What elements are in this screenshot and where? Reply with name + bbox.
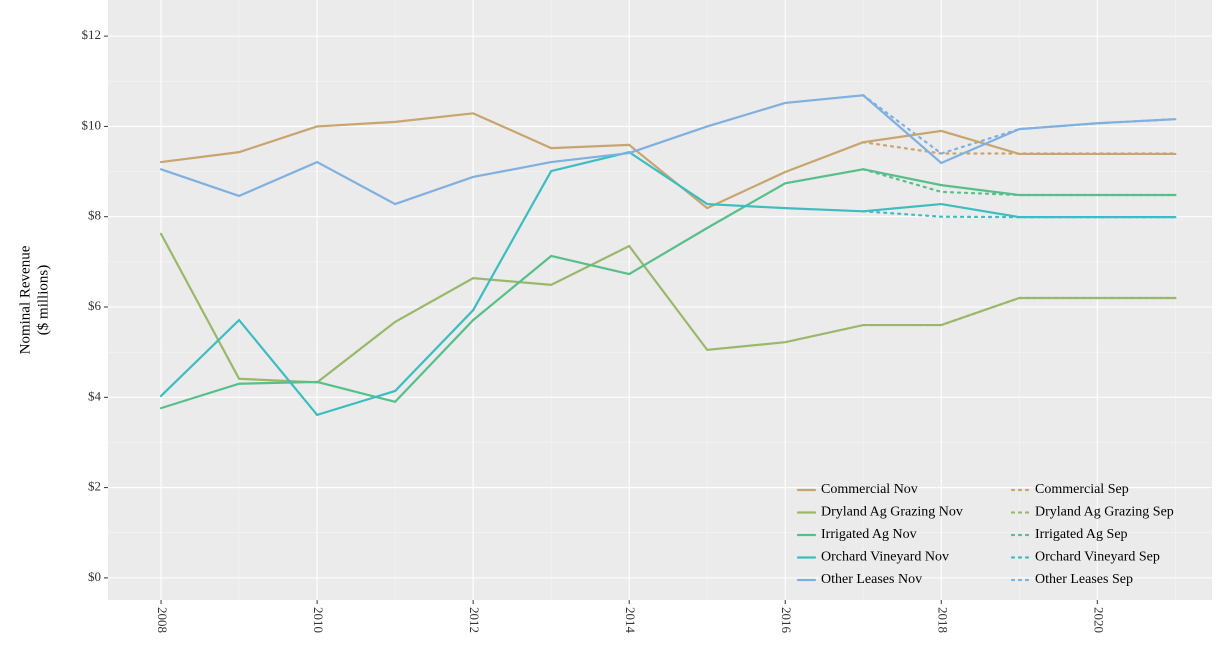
legend-text: Irrigated Ag Nov xyxy=(821,527,917,542)
series-line xyxy=(159,112,1177,210)
legend-text: Irrigated Ag Sep xyxy=(1035,527,1128,542)
legend-text: Commercial Sep xyxy=(1035,482,1129,497)
series-line xyxy=(159,94,1177,206)
series-line xyxy=(159,232,1177,384)
plot-panel xyxy=(108,0,1212,600)
y-tick-label: $6 xyxy=(88,298,102,313)
y-tick-label: $8 xyxy=(88,208,101,223)
x-tick-label: 2018 xyxy=(935,607,950,633)
legend-text: Other Leases Sep xyxy=(1035,572,1133,587)
legend-text: Commercial Nov xyxy=(821,482,918,497)
x-tick-label: 2016 xyxy=(779,607,794,634)
y-tick-label: $0 xyxy=(88,569,101,584)
y-axis-title: Nominal Revenue xyxy=(17,245,33,354)
y-tick-label: $2 xyxy=(88,479,101,494)
x-tick-label: 2012 xyxy=(467,607,482,633)
y-tick-label: $4 xyxy=(88,388,102,403)
x-tick-label: 2010 xyxy=(311,607,326,633)
x-tick-label: 2014 xyxy=(623,607,638,634)
y-axis-title: ($ millions) xyxy=(35,265,51,335)
legend-text: Orchard Vineyard Sep xyxy=(1035,550,1160,565)
y-tick-label: $12 xyxy=(82,27,102,42)
series-line xyxy=(159,168,1177,410)
legend-text: Orchard Vineyard Nov xyxy=(821,550,949,565)
legend-text: Dryland Ag Grazing Sep xyxy=(1035,505,1174,520)
x-tick-label: 2020 xyxy=(1091,607,1106,633)
series-line xyxy=(159,150,1177,417)
legend-text: Other Leases Nov xyxy=(821,572,922,587)
legend-text: Dryland Ag Grazing Nov xyxy=(821,505,963,520)
x-tick-label: 2008 xyxy=(155,607,170,633)
y-tick-label: $10 xyxy=(82,117,102,132)
